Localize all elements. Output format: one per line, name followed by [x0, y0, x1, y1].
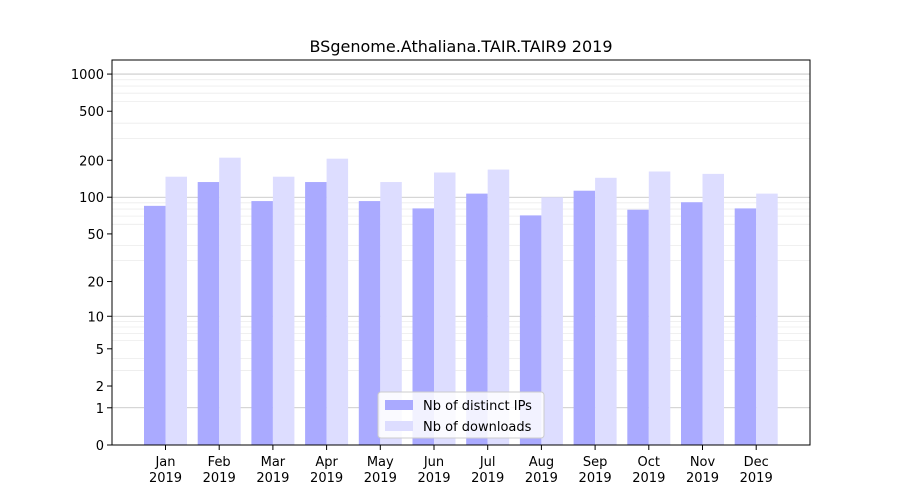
y-tick-label: 10	[87, 310, 104, 325]
x-tick-label: Sep 2019	[579, 455, 612, 486]
bar-downloads	[702, 173, 724, 445]
y-tick-label: 1	[96, 402, 104, 417]
bar-distinct-ips	[305, 182, 327, 445]
x-tick-label: Dec 2019	[740, 455, 773, 486]
bar-distinct-ips	[197, 182, 220, 445]
plot-frame	[111, 59, 811, 446]
x-tick-label: Jun 2019	[417, 455, 450, 486]
bar-downloads	[326, 158, 349, 445]
bar-downloads	[219, 157, 241, 445]
bar-distinct-ips	[681, 202, 703, 445]
bar-distinct-ips	[144, 205, 166, 445]
x-tick-label: Jan 2019	[149, 455, 182, 486]
x-axis: Jan 2019 Feb 2019 Mar 2019 Apr 2019 May 2019 Jun 20…	[149, 445, 773, 486]
y-tick-label: 500	[79, 105, 104, 120]
bar-downloads	[541, 197, 563, 445]
legend-label: Nb of distinct IPs	[423, 399, 532, 414]
y-tick-label: 200	[79, 154, 104, 169]
legend-label: Nb of downloads	[423, 420, 532, 435]
y-tick-label: 1000	[71, 68, 104, 83]
bar-downloads	[380, 182, 402, 445]
y-axis: 0 1 2 5 10 20 50 100 200 500 1000	[71, 68, 112, 454]
bar-distinct-ips	[466, 193, 488, 445]
bar-distinct-ips	[358, 201, 381, 445]
bar-distinct-ips	[573, 190, 596, 445]
y-tick-label: 0	[96, 439, 104, 454]
bar-distinct-ips	[627, 209, 649, 445]
bar-downloads	[165, 176, 187, 445]
bar-downloads	[487, 169, 510, 445]
x-tick-label: Oct 2019	[632, 455, 665, 486]
bar-downloads	[756, 193, 778, 445]
bar-distinct-ips	[412, 208, 434, 445]
bar-downloads	[648, 171, 671, 445]
bars	[144, 157, 778, 445]
x-tick-label: Apr 2019	[310, 455, 343, 486]
x-tick-label: Nov 2019	[686, 455, 719, 486]
chart-title: BSgenome.Athaliana.TAIR.TAIR9 2019	[309, 37, 612, 56]
legend-swatch	[385, 421, 413, 431]
x-tick-label: Feb 2019	[203, 455, 236, 486]
bar-downloads	[272, 176, 295, 445]
legend: Nb of distinct IPs Nb of downloads	[377, 391, 545, 439]
legend-swatch	[385, 400, 413, 410]
x-tick-label: May 2019	[364, 455, 397, 486]
y-tick-label: 5	[96, 343, 104, 358]
legend-box	[377, 391, 545, 439]
x-tick-label: Aug 2019	[525, 455, 558, 486]
bar-distinct-ips	[734, 208, 757, 445]
y-tick-label: 50	[87, 228, 104, 243]
y-tick-label: 2	[96, 380, 104, 395]
y-tick-label: 20	[87, 276, 104, 291]
bar-downloads	[434, 172, 456, 445]
bar-distinct-ips	[519, 215, 542, 445]
bar-downloads	[595, 177, 617, 445]
y-tick-label: 100	[79, 191, 104, 206]
bar-distinct-ips	[251, 201, 273, 445]
x-tick-label: Jul 2019	[471, 455, 504, 486]
x-tick-label: Mar 2019	[256, 455, 289, 486]
